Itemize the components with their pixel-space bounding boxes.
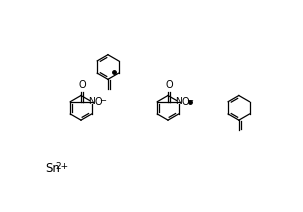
- Text: O: O: [79, 80, 86, 90]
- Text: N: N: [175, 97, 182, 106]
- Text: Sn: Sn: [45, 162, 60, 175]
- Text: −: −: [186, 96, 193, 105]
- Text: O: O: [181, 97, 189, 107]
- Text: O: O: [94, 97, 102, 107]
- Text: N: N: [88, 97, 95, 106]
- Text: −: −: [99, 96, 106, 105]
- Text: O: O: [166, 80, 173, 90]
- Text: 2+: 2+: [55, 162, 69, 171]
